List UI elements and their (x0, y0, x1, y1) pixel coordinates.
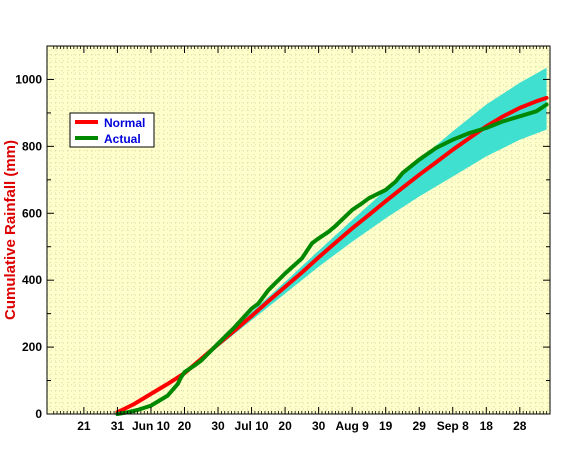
x-tick-label: Jun 10 (132, 419, 170, 433)
x-tick-label: 30 (312, 419, 326, 433)
x-tick-label: Sep 8 (437, 419, 469, 433)
y-axis-ticks: 0 200 400 600 800 1000 (15, 45, 550, 421)
y-tick-label: 600 (22, 206, 42, 220)
plot-background (47, 46, 550, 414)
y-tick-label: 0 (35, 407, 42, 421)
y-tick-label: 800 (22, 139, 42, 153)
legend-box (69, 112, 155, 148)
x-tick-label: 19 (379, 419, 393, 433)
x-tick-label: Aug 9 (335, 419, 369, 433)
y-tick-label: 400 (22, 273, 42, 287)
y-tick-label: 1000 (15, 72, 42, 86)
series-line-actual (115, 102, 549, 416)
y-tick-label: 200 (22, 340, 42, 354)
x-tick-label: 29 (413, 419, 427, 433)
x-axis-ticks: 21 31 Jun 10 20 30 Jul 10 20 30 Aug 9 19 29 Sep 8 18… (53, 46, 548, 433)
legend-label-normal: Normal (104, 116, 145, 130)
x-tick-label: 31 (111, 419, 125, 433)
x-tick-label: 30 (211, 419, 225, 433)
x-tick-label: 20 (178, 419, 192, 433)
legend: Normal Actual (69, 112, 155, 148)
x-tick-label: 20 (278, 419, 292, 433)
x-tick-label: 21 (77, 419, 91, 433)
x-tick-label: 18 (480, 419, 494, 433)
x-tick-label: Jul 10 (235, 419, 269, 433)
y-axis-label: Cumulative Rainfall (mm) (2, 140, 19, 320)
x-tick-label: 28 (513, 419, 527, 433)
legend-label-actual: Actual (104, 132, 141, 146)
